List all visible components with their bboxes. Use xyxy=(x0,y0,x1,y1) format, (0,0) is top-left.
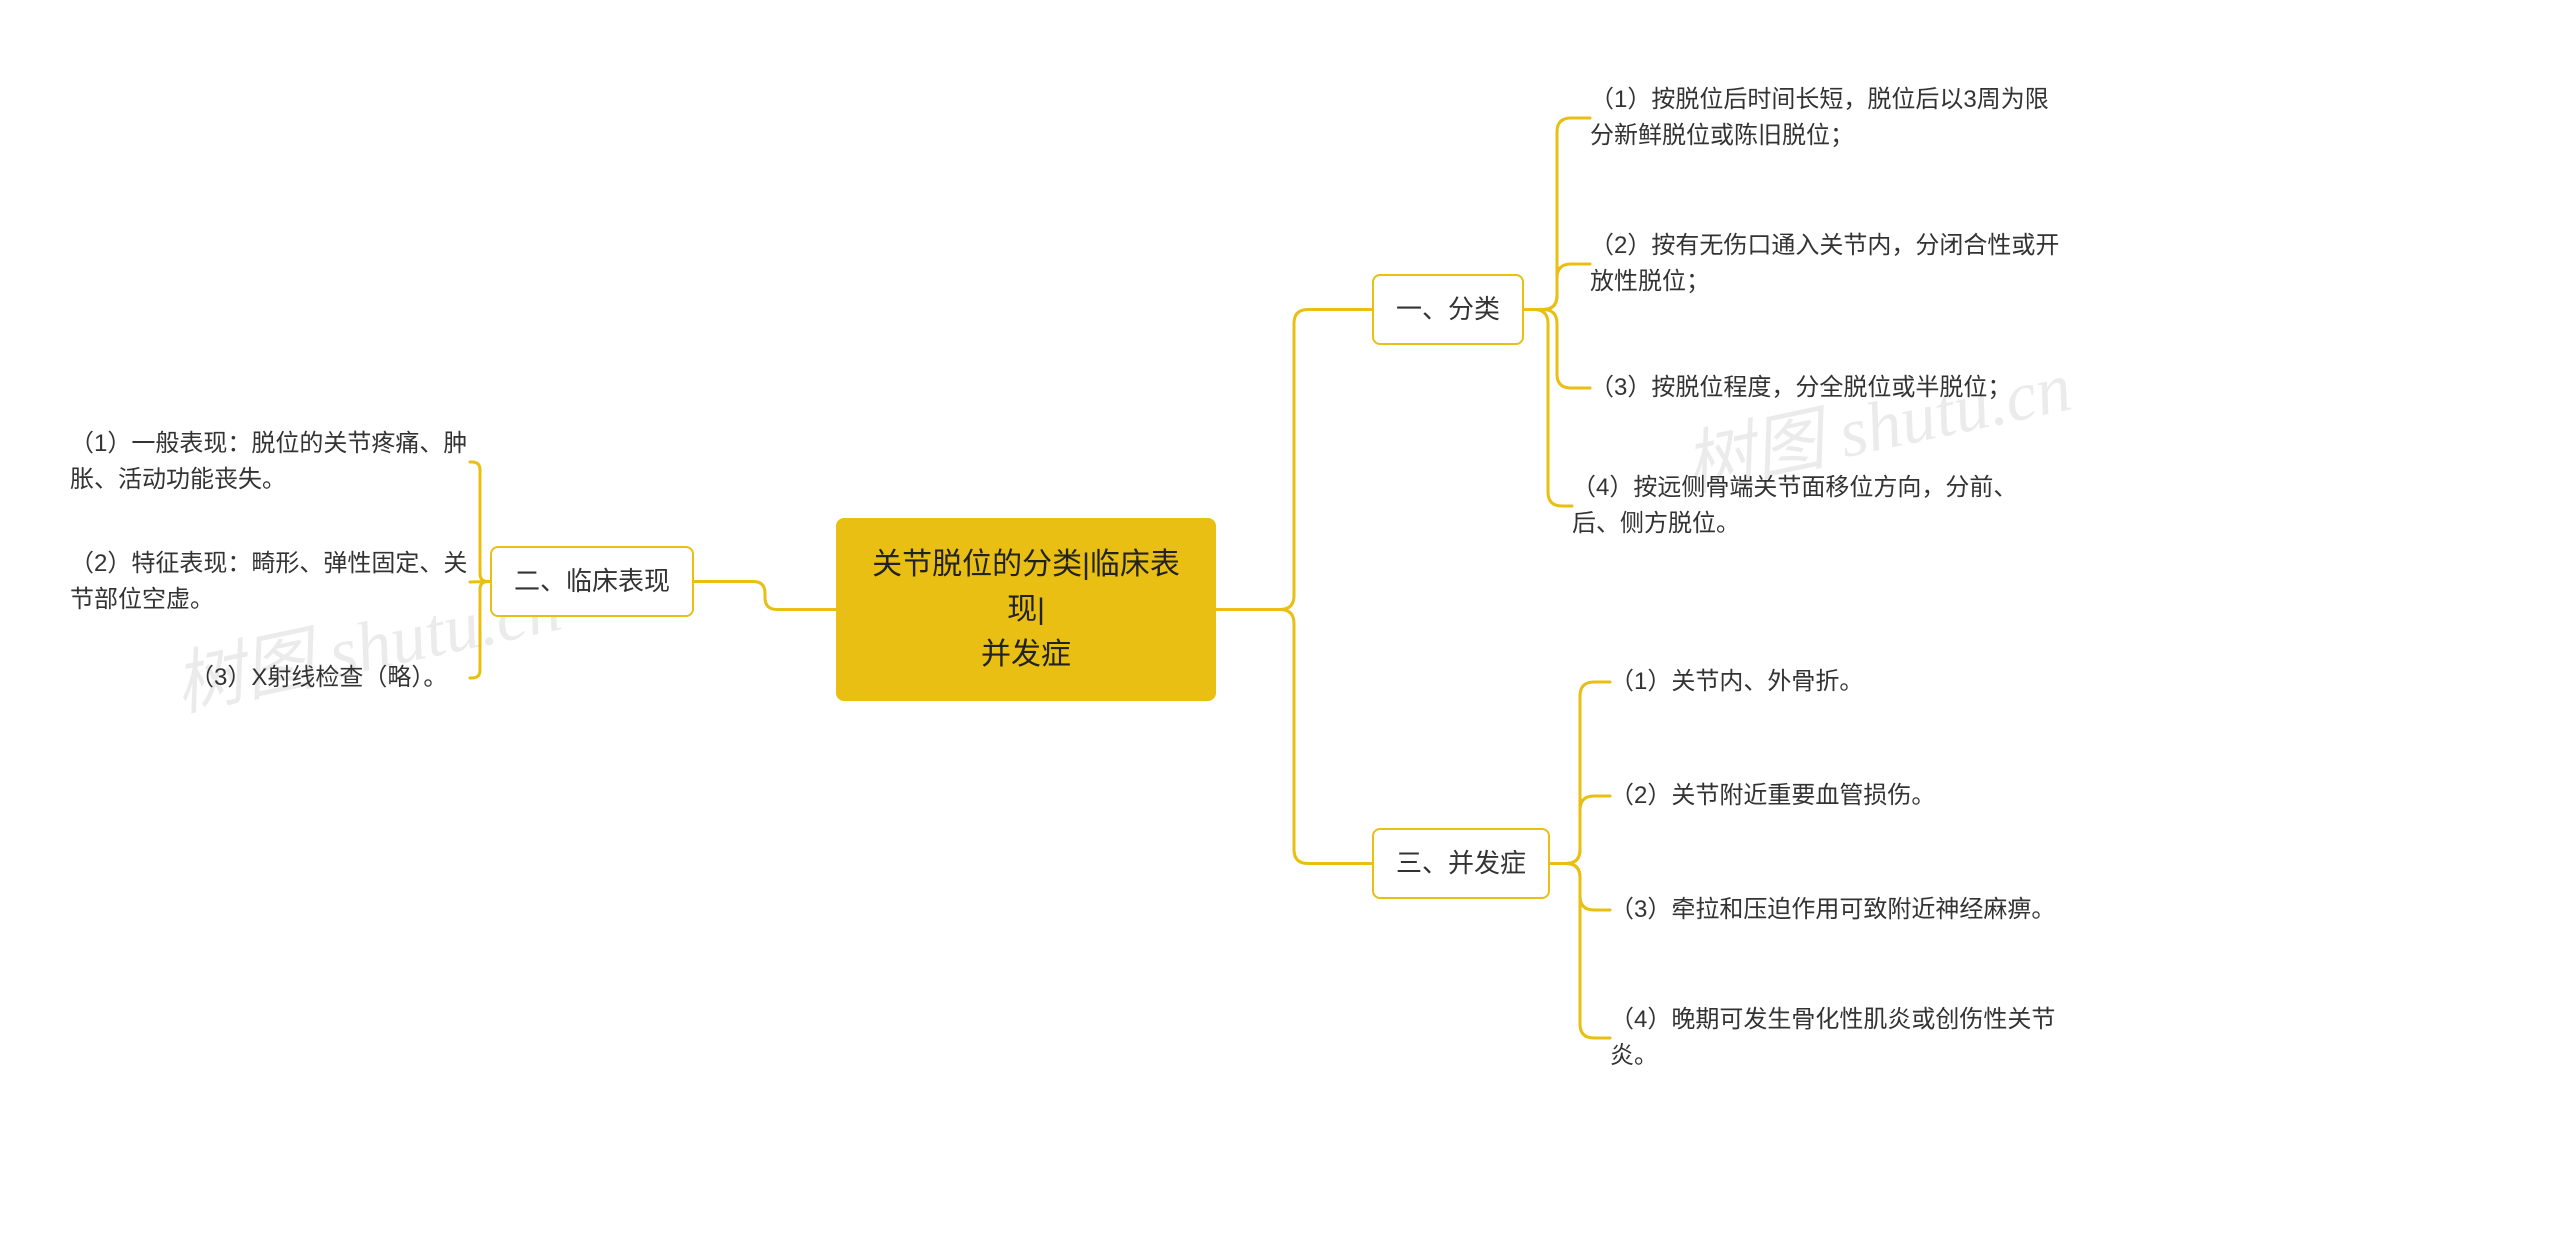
branch-classification: 一、分类 xyxy=(1372,274,1524,345)
root-label-line2: 并发症 xyxy=(981,638,1071,671)
leaf-class-4: （4）按远侧骨端关节面移位方向，分前、后、侧方脱位。 xyxy=(1572,470,2052,542)
root-label-line1: 关节脱位的分类|临床表现| xyxy=(872,548,1180,626)
leaf-comp-4: （4）晚期可发生骨化性肌炎或创伤性关节炎。 xyxy=(1610,1002,2090,1074)
leaf-comp-2: （2）关节附近重要血管损伤。 xyxy=(1610,778,2070,814)
root-node: 关节脱位的分类|临床表现| 并发症 xyxy=(836,518,1216,701)
leaf-comp-1: （1）关节内、外骨折。 xyxy=(1610,664,2070,700)
leaf-class-2: （2）按有无伤口通入关节内，分闭合性或开放性脱位； xyxy=(1590,228,2060,300)
leaf-clinical-3: （3）X射线检查（略）。 xyxy=(190,660,470,696)
branch-clinical: 二、临床表现 xyxy=(490,546,694,617)
leaf-clinical-1: （1）一般表现：脱位的关节疼痛、肿胀、活动功能丧失。 xyxy=(70,426,470,498)
branch-clinical-label: 二、临床表现 xyxy=(514,566,670,596)
leaf-class-1: （1）按脱位后时间长短，脱位后以3周为限分新鲜脱位或陈旧脱位； xyxy=(1590,82,2060,154)
branch-classification-label: 一、分类 xyxy=(1396,294,1500,324)
mindmap-canvas: 树图 shutu.cn 树图 shutu.cn 关节脱位的分类|临床表现| 并发… xyxy=(0,0,2560,1248)
leaf-class-3: （3）按脱位程度，分全脱位或半脱位； xyxy=(1590,370,2060,406)
branch-complication-label: 三、并发症 xyxy=(1396,848,1526,878)
leaf-comp-3: （3）牵拉和压迫作用可致附近神经麻痹。 xyxy=(1610,892,2070,928)
branch-complication: 三、并发症 xyxy=(1372,828,1550,899)
leaf-clinical-2: （2）特征表现：畸形、弹性固定、关节部位空虚。 xyxy=(70,546,470,618)
